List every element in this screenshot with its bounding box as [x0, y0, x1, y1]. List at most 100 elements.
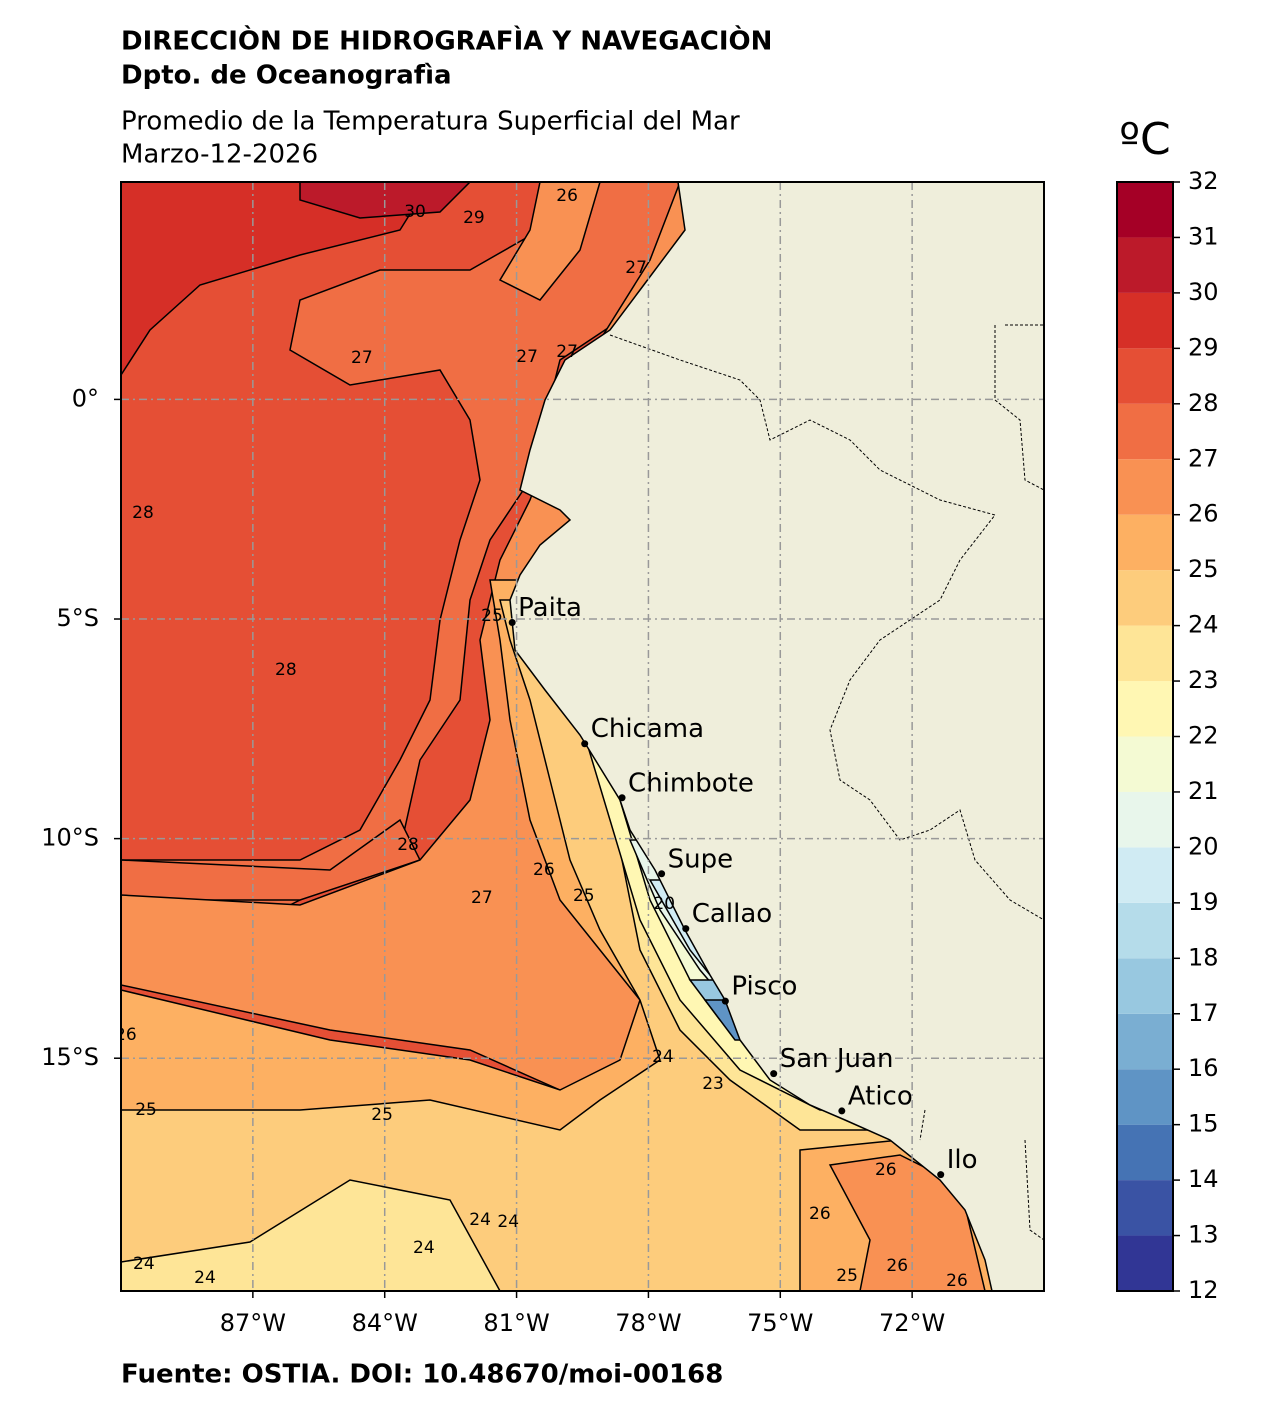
colorbar-swatch	[1117, 736, 1173, 792]
contour-label: 26	[556, 186, 578, 206]
contour-label: 25	[135, 1100, 157, 1120]
x-tick-label: 84°W	[352, 1309, 418, 1337]
colorbar-tick-label: 32	[1188, 167, 1219, 195]
colorbar-swatch	[1117, 847, 1173, 903]
contour-label: 25	[481, 606, 503, 626]
x-tick-label: 75°W	[747, 1309, 813, 1337]
colorbar-tick-label: 27	[1188, 444, 1219, 472]
contour-label: 20	[653, 894, 675, 914]
contour-label: 27	[556, 342, 578, 362]
date: Marzo-12-2026	[121, 140, 318, 170]
city-label: Atico	[848, 1081, 913, 1111]
subtitle: Promedio de la Temperatura Superficial d…	[121, 107, 740, 137]
x-tick-label: 72°W	[879, 1309, 945, 1337]
colorbar-frame	[1116, 181, 1174, 1292]
land	[509, 182, 1044, 1291]
colorbar-swatch	[1117, 182, 1173, 238]
colorbar-swatch	[1117, 403, 1173, 460]
y-tick-label: 10°S	[41, 824, 99, 852]
contour-label: 25	[573, 886, 595, 906]
contour-label: 26	[886, 1256, 908, 1276]
title: DIRECCIÒN DE HIDROGRAFÌA Y NAVEGACIÒN	[121, 25, 772, 57]
colorbar-swatch	[1117, 514, 1173, 571]
colorbar-tick-label: 14	[1188, 1165, 1219, 1193]
contour-label: 24	[497, 1212, 519, 1232]
contour-label: 26	[946, 1271, 968, 1291]
x-tick-label: 81°W	[483, 1309, 549, 1337]
colorbar-tick-label: 23	[1188, 666, 1219, 694]
city-marker	[770, 1070, 778, 1078]
colorbar-swatch	[1117, 1180, 1173, 1236]
x-tick-label: 87°W	[220, 1309, 286, 1337]
city-label: Pisco	[731, 972, 797, 1002]
city-label: San Juan	[780, 1044, 894, 1074]
colorbar-swatch	[1117, 958, 1173, 1014]
map-frame	[120, 181, 1045, 1292]
colorbar-swatch	[1117, 459, 1173, 515]
city-marker	[618, 794, 626, 802]
country-border	[609, 324, 1044, 1241]
contour-label: 23	[702, 1074, 724, 1094]
sst-band	[121, 182, 681, 911]
contour-label: 24	[413, 1238, 435, 1258]
city-marker	[721, 997, 729, 1005]
colorbar-tick-label: 20	[1188, 832, 1219, 860]
colorbar-swatch	[1117, 625, 1173, 682]
contour-label: 24	[652, 1047, 674, 1067]
y-tick-label: 0°	[72, 384, 99, 412]
contour-label: 27	[351, 348, 373, 368]
contour-label: 26	[115, 1025, 137, 1045]
contour-label: 26	[809, 1204, 831, 1224]
contour-label: 24	[194, 1268, 216, 1288]
colorbar-unit: ºC	[1119, 114, 1170, 165]
colorbar-swatch	[1117, 237, 1173, 293]
colorbar-swatch	[1117, 1013, 1173, 1070]
colorbar-swatch	[1117, 791, 1173, 848]
contour-label: 28	[397, 835, 419, 855]
contour-label: 25	[836, 1266, 858, 1286]
colorbar-swatch	[1117, 570, 1173, 626]
city-label: Chicama	[591, 714, 704, 744]
department: Dpto. de Oceanografìa	[121, 61, 452, 91]
sst-band	[498, 182, 601, 301]
contour-label: 27	[516, 347, 538, 367]
x-tick-label: 78°W	[615, 1309, 681, 1337]
colorbar-tick-label: 13	[1188, 1221, 1219, 1249]
y-tick-label: 15°S	[41, 1043, 99, 1071]
colorbar-tick-label: 28	[1188, 389, 1219, 417]
contour-label: 27	[471, 888, 493, 908]
city-marker	[581, 740, 589, 748]
city-marker	[838, 1107, 846, 1115]
contour-label: 26	[533, 860, 555, 880]
contour-label: 28	[275, 660, 297, 680]
y-tick-label: 5°S	[56, 604, 99, 632]
colorbar-swatch	[1117, 902, 1173, 959]
city-marker	[658, 870, 666, 878]
contour-label: 26	[875, 1160, 897, 1180]
contour-label: 30	[404, 202, 426, 222]
contour-label: 29	[463, 208, 485, 228]
contour-label: 27	[625, 258, 647, 278]
sst-band	[121, 1179, 501, 1291]
colorbar-swatch	[1117, 1235, 1173, 1291]
contour-label: 24	[133, 1254, 155, 1274]
colorbar-tick-label: 24	[1188, 611, 1219, 639]
colorbar-tick-label: 18	[1188, 943, 1219, 971]
colorbar-tick-label: 29	[1188, 333, 1219, 361]
colorbar-tick-label: 12	[1188, 1276, 1219, 1304]
city-marker	[508, 619, 516, 627]
colorbar-tick-label: 22	[1188, 722, 1219, 750]
map: 30 29 26 27 27 27 27 28 28 25 28 27 26 25 20 24 23 25 25 24…	[115, 182, 1044, 1291]
contour-label: 24	[469, 1210, 491, 1230]
colorbar-tick-label: 31	[1188, 222, 1219, 250]
city-label: Supe	[668, 844, 733, 874]
city-marker	[937, 1171, 945, 1179]
city-label: Chimbote	[628, 768, 754, 798]
contour-label: 25	[371, 1105, 393, 1125]
colorbar-tick-label: 26	[1188, 500, 1219, 528]
colorbar-tick-label: 21	[1188, 777, 1219, 805]
colorbar-tick-label: 25	[1188, 555, 1219, 583]
colorbar-tick-label: 16	[1188, 1054, 1219, 1082]
footer: Fuente: OSTIA. DOI: 10.48670/moi-00168	[121, 1360, 723, 1390]
